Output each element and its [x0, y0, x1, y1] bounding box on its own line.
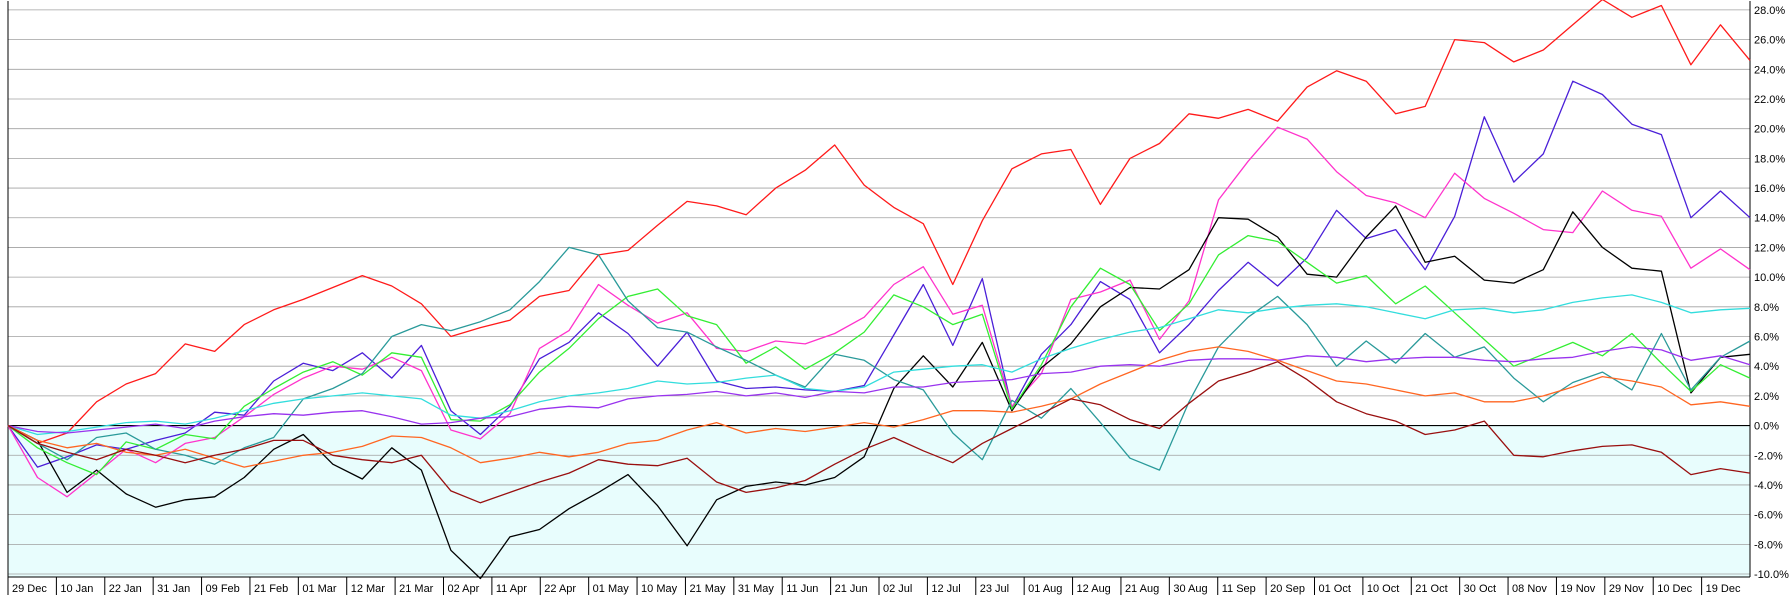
x-tick-label: 12 Mar: [351, 583, 386, 595]
x-tick-label: 11 Apr: [496, 583, 527, 595]
series-lines: [7, 0, 1751, 580]
x-tick-label: 30 Oct: [1464, 583, 1496, 595]
x-tick-label: 01 Oct: [1319, 583, 1351, 595]
y-tick-label: -4.0%: [1754, 480, 1783, 492]
x-tick-label: 10 Jan: [60, 583, 93, 595]
y-tick-label: -10.0%: [1754, 569, 1789, 581]
y-tick-label: 18.0%: [1754, 153, 1785, 165]
y-tick-label: 12.0%: [1754, 242, 1785, 254]
x-tick-label: 12 Jul: [931, 583, 960, 595]
y-tick-label: -6.0%: [1754, 510, 1783, 522]
x-tick-label: 21 Mar: [399, 583, 434, 595]
series-line-7: [7, 294, 1751, 436]
x-tick-label: 02 Jul: [883, 583, 912, 595]
x-tick-label: 11 Sep: [1222, 583, 1256, 595]
x-tick-label: 31 May: [738, 583, 775, 595]
series-line-9: [7, 346, 1751, 468]
x-tick-label: 31 Jan: [157, 583, 190, 595]
x-tick-label: 11 Jun: [786, 583, 818, 595]
x-tick-label: 21 Feb: [254, 583, 288, 595]
y-tick-label: 28.0%: [1754, 5, 1785, 17]
x-tick-label: 19 Dec: [1706, 583, 1741, 595]
x-tick-label: 21 Oct: [1415, 583, 1447, 595]
series-line-10: [7, 361, 1751, 504]
series-line-8: [7, 346, 1751, 434]
y-tick-label: 2.0%: [1754, 391, 1779, 403]
y-tick-label: 26.0%: [1754, 35, 1785, 47]
y-tick-label: 14.0%: [1754, 213, 1785, 225]
series-line-4: [7, 205, 1751, 580]
x-tick-label: 20 Sep: [1270, 583, 1305, 595]
x-tick-label: 12 Aug: [1077, 583, 1111, 595]
x-tick-label: 22 Apr: [544, 583, 576, 595]
series-line-5: [7, 234, 1751, 476]
x-tick-label: 01 Aug: [1028, 583, 1062, 595]
y-tick-label: -8.0%: [1754, 539, 1783, 551]
x-tick-label: 22 Jan: [109, 583, 142, 595]
y-tick-label: 20.0%: [1754, 124, 1785, 136]
x-tick-label: 19 Nov: [1560, 583, 1595, 595]
y-tick-label: -2.0%: [1754, 450, 1783, 462]
x-tick-label: 10 Oct: [1367, 583, 1399, 595]
x-tick-label: 09 Feb: [206, 583, 240, 595]
y-tick-label: 10.0%: [1754, 272, 1785, 284]
x-tick-label: 08 Nov: [1512, 583, 1547, 595]
x-tick-label: 29 Nov: [1609, 583, 1644, 595]
series-line-6: [7, 246, 1751, 471]
x-tick-label: 21 May: [689, 583, 726, 595]
y-tick-label: 8.0%: [1754, 302, 1779, 314]
x-tick-label: 01 May: [593, 583, 630, 595]
y-tick-label: 22.0%: [1754, 94, 1785, 106]
x-tick-label: 30 Aug: [1173, 583, 1207, 595]
x-tick-label: 10 Dec: [1657, 583, 1692, 595]
x-tick-label: 23 Jul: [980, 583, 1009, 595]
series-line-2: [7, 80, 1751, 468]
x-tick-label: 21 Aug: [1125, 583, 1159, 595]
negative-zone-background: [8, 425, 1750, 577]
x-tick-label: 01 Mar: [302, 583, 337, 595]
y-tick-label: 24.0%: [1754, 64, 1785, 76]
series-line-3: [7, 126, 1751, 498]
grid-lines: [7, 1, 1751, 578]
y-tick-label: 6.0%: [1754, 332, 1779, 344]
y-tick-label: 4.0%: [1754, 361, 1779, 373]
y-tick-label: 16.0%: [1754, 183, 1785, 195]
series-line-1: [7, 0, 1751, 445]
y-tick-label: 0.0%: [1754, 421, 1779, 433]
x-tick-label: 10 May: [641, 583, 678, 595]
x-tick-label: 02 Apr: [448, 583, 480, 595]
x-axis-ticks: 29 Dec 10 Jan 22 Jan 31 Jan 09 Feb 21 Feb 01 M…: [7, 577, 1741, 595]
x-tick-label: 29 Dec: [12, 583, 47, 595]
x-tick-label: 21 Jun: [835, 583, 868, 595]
y-axis-ticks: 28.0% 26.0% 24.0% 22.0% 20.0% 18.0% 16.0% 14.0%…: [1754, 5, 1789, 581]
